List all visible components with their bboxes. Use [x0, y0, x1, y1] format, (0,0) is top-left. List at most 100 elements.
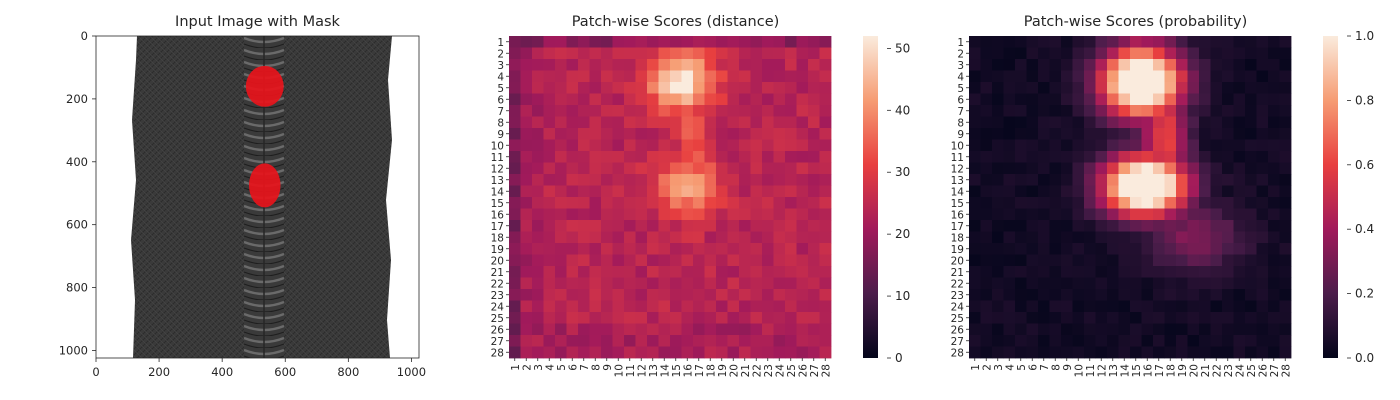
heatmap-cell — [992, 70, 1004, 83]
heatmap-cell — [589, 59, 602, 71]
row-label: 6 — [497, 94, 504, 106]
heatmap-cell — [969, 128, 981, 140]
heatmap-cell — [1279, 277, 1292, 290]
col-label: 11 — [1085, 364, 1097, 377]
heatmap-cell — [532, 174, 544, 186]
col-label: 16 — [1142, 364, 1154, 378]
heatmap-cell — [1072, 59, 1085, 71]
heatmap-cell — [1084, 82, 1096, 94]
row-label: 19 — [951, 244, 964, 256]
row-label: 16 — [491, 209, 505, 221]
heatmap-cell — [773, 36, 786, 48]
heatmap-cell — [543, 289, 556, 301]
heatmap-cell — [808, 93, 820, 106]
heatmap-cell — [1095, 36, 1108, 48]
heatmap-cell — [509, 220, 521, 232]
heatmap-cell — [532, 208, 544, 221]
heatmap-cell — [601, 59, 613, 71]
heatmap-cell — [1268, 36, 1280, 48]
heatmap-cell — [612, 346, 625, 359]
col-label: 13 — [648, 364, 660, 377]
heatmap-cell — [1130, 323, 1142, 336]
heatmap-cell — [727, 220, 740, 232]
heatmap-cell — [601, 162, 613, 175]
heatmap-cell — [716, 300, 728, 313]
heatmap-cell — [1256, 254, 1269, 267]
heatmap-cell — [555, 36, 567, 48]
heatmap-cell — [1049, 277, 1062, 290]
heatmap-cell — [796, 323, 809, 336]
heatmap-cell — [1141, 312, 1154, 324]
heatmap-cell — [1187, 151, 1200, 163]
heatmap-cell — [1222, 47, 1234, 60]
heatmap-cell — [1061, 70, 1073, 83]
heatmap-cell — [520, 254, 533, 267]
heatmap-cell — [1095, 346, 1108, 359]
heatmap-cell — [566, 128, 579, 140]
heatmap-cell — [1187, 139, 1200, 152]
heatmap-cell — [992, 197, 1004, 209]
heatmap-cell — [1015, 162, 1027, 175]
heatmap-cell — [589, 277, 602, 290]
heatmap-cell — [1222, 174, 1234, 186]
heatmap-cell — [520, 36, 533, 48]
heatmap-cell — [624, 93, 636, 106]
heatmap-cell — [647, 82, 659, 94]
heatmap-cell — [739, 82, 751, 94]
heatmap-cell — [1279, 105, 1292, 117]
heatmap-cell — [1176, 59, 1188, 71]
heatmap-cell — [1141, 116, 1154, 129]
colorbar-tick-label: 40 — [895, 103, 910, 117]
heatmap-cell — [1118, 70, 1131, 83]
col-label: 27 — [1269, 364, 1281, 377]
heatmap-cell — [555, 116, 567, 129]
heatmap-cell — [1084, 151, 1096, 163]
heatmap-cell — [1153, 36, 1165, 48]
heatmap-cell — [796, 243, 809, 255]
heatmap-cell — [1164, 174, 1177, 186]
heatmap-cell — [1141, 174, 1154, 186]
heatmap-cell — [1118, 82, 1131, 94]
heatmap-cell — [555, 208, 567, 221]
heatmap-cell — [819, 300, 832, 313]
heatmap-cell — [589, 116, 602, 129]
heatmap-cell — [1061, 47, 1073, 60]
heatmap-cell — [601, 346, 613, 359]
heatmap-cell — [1268, 266, 1280, 278]
heatmap-cell — [612, 231, 625, 244]
heatmap-cell — [543, 151, 556, 163]
image-frame — [95, 35, 420, 359]
heatmap-cell — [1061, 231, 1073, 244]
heatmap-cell — [532, 243, 544, 255]
heatmap-cell — [992, 59, 1004, 71]
heatmap-cell — [1026, 323, 1039, 336]
col-label: 7 — [579, 364, 591, 371]
heatmap-cell — [819, 220, 832, 232]
heatmap-cell — [532, 47, 544, 60]
heatmap-cell — [647, 335, 659, 347]
col-label: 24 — [1234, 364, 1246, 378]
heatmap-cell — [819, 346, 832, 359]
heatmap-cell — [1176, 82, 1188, 94]
heatmap-cell — [1130, 300, 1142, 313]
heatmap-cell — [704, 197, 717, 209]
heatmap-cell — [520, 266, 533, 278]
heatmap-cell — [509, 254, 521, 267]
heatmap-cell — [1176, 300, 1188, 313]
heatmap-cell — [716, 243, 728, 255]
heatmap-cell — [566, 36, 579, 48]
heatmap-cell — [1268, 312, 1280, 324]
heatmap-cell — [739, 277, 751, 290]
heatmap-cell — [1130, 105, 1142, 117]
heatmap-cell — [589, 70, 602, 83]
heatmap-cell — [1038, 151, 1050, 163]
heatmap-cell — [1279, 36, 1292, 48]
mask-region — [248, 163, 281, 208]
heatmap-cell — [773, 266, 786, 278]
heatmap-cell — [555, 185, 567, 198]
mask-region — [245, 65, 284, 107]
heatmap-cell — [1003, 254, 1016, 267]
heatmap-cell — [1084, 139, 1096, 152]
heatmap-cell — [1279, 266, 1292, 278]
heatmap-cell — [1026, 139, 1039, 152]
